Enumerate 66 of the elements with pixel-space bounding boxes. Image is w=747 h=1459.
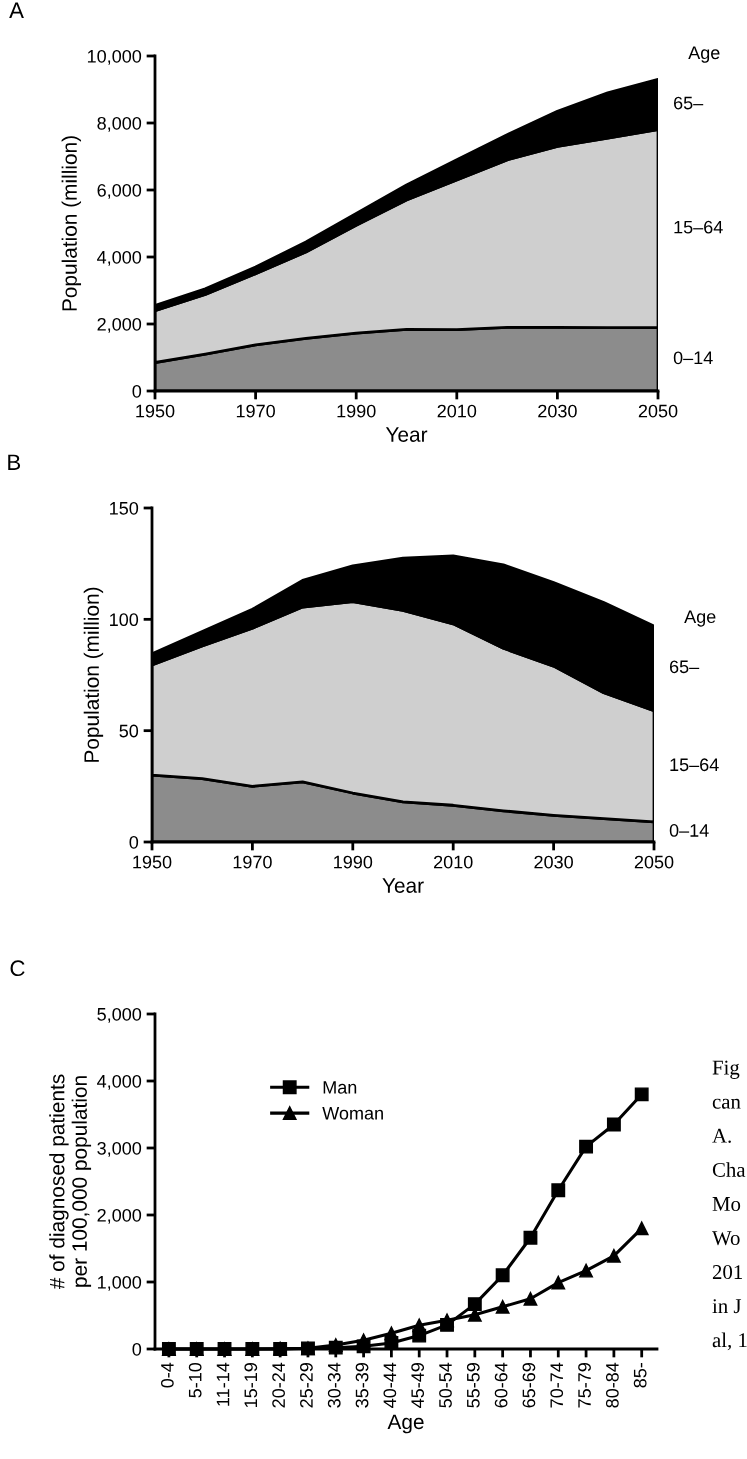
x-tick-label: 65-69 [522,1363,536,1408]
x-tick-label: 20-24 [272,1362,285,1408]
y-axis-title: Population (million) [61,136,82,311]
y-tick-label: 0 [129,835,139,849]
x-tick-label: 60-64 [494,1362,508,1408]
x-tick-label: 85- [633,1362,647,1388]
y-axis-title: Population (million) [83,587,104,762]
legend-label: Man [323,1081,357,1094]
x-tick-label: 1950 [133,855,172,869]
y-tick-label: 5,000 [97,1007,142,1023]
y-tick-label: 3,000 [97,1141,142,1157]
chart-title: A [9,2,24,18]
x-tick-label: 11-14 [216,1362,230,1406]
y-tick-label: 10,000 [87,49,142,65]
y-tick-label: 100 [110,613,139,627]
x-axis-title: Year [385,427,428,442]
legend-label: Woman [322,1107,383,1120]
x-tick-label: 1990 [337,404,376,418]
x-tick-label: 45-49 [411,1363,425,1408]
chart-title: B [8,454,21,470]
x-tick-label: 35-39 [355,1363,369,1408]
x-tick-label: 1950 [136,404,175,418]
x-tick-label: 1990 [334,855,373,869]
y-tick-label: 2,000 [97,317,142,333]
x-tick-label: 2030 [534,855,573,869]
y-tick-label: 4,000 [97,250,142,266]
x-tick-label: 2050 [634,855,674,869]
y-axis-title: # of diagnosed patients per 100,000 population [49,1074,92,1290]
x-tick-label: 30-34 [327,1362,341,1408]
y-tick-label: 0 [132,384,142,398]
chart-title: C [10,960,25,977]
y-tick-label: 1,000 [98,1275,142,1291]
series-label: 0–14 [669,824,709,837]
x-tick-label: 15-19 [244,1363,258,1407]
text: Fig can A. Cha Mo Wo 201 in J al, 1 [712,1060,747,1351]
x-tick-label: 40-44 [383,1362,397,1408]
x-tick-label: 50-54 [439,1362,452,1408]
y-tick-label: 0 [132,1342,142,1356]
x-tick-label: 0-4 [160,1362,174,1388]
y-tick-label: 150 [110,501,139,515]
series-label: 15–64 [670,758,719,772]
series-label: 15–64 [674,220,723,234]
y-tick-label: 8,000 [97,116,142,132]
x-tick-label: 80-84 [605,1362,619,1408]
series-label: 65– [669,660,700,674]
x-axis-title: Age [387,1414,424,1434]
legend-title: Age [684,610,716,627]
x-tick-label: 2050 [638,404,678,418]
y-tick-label: 2,000 [97,1208,142,1224]
x-tick-label: 55-59 [466,1363,480,1408]
series-label: 65– [674,96,704,110]
x-tick-label: 2010 [437,404,477,418]
legend-title: Age [688,46,720,63]
x-tick-label: 1970 [233,855,272,869]
y-tick-label: 6,000 [97,183,142,199]
x-tick-label: 75-79 [578,1363,591,1408]
x-tick-label: 5-10 [188,1362,202,1398]
x-tick-label: 1970 [236,404,275,418]
x-tick-label: 70-74 [550,1362,564,1408]
series-label: 0–14 [673,351,713,365]
x-tick-label: 25-29 [300,1363,313,1408]
y-tick-label: 4,000 [97,1074,142,1090]
x-tick-label: 2030 [538,404,577,418]
x-axis-title: Year [382,878,424,893]
x-tick-label: 2010 [434,855,473,869]
y-tick-label: 50 [119,724,139,738]
